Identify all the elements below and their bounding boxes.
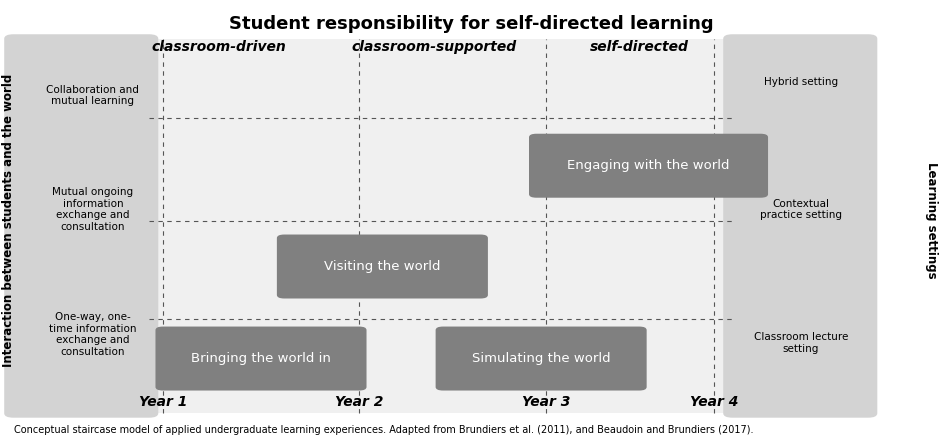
Text: Visiting the world: Visiting the world <box>324 260 441 273</box>
Text: classroom-supported: classroom-supported <box>352 41 516 54</box>
Text: Year 2: Year 2 <box>334 396 383 409</box>
Text: Learning settings: Learning settings <box>925 162 938 279</box>
Text: Bringing the world in: Bringing the world in <box>191 352 331 365</box>
Text: Student responsibility for self-directed learning: Student responsibility for self-directed… <box>229 15 713 33</box>
Text: self-directed: self-directed <box>590 41 689 54</box>
FancyBboxPatch shape <box>529 134 768 198</box>
Text: Simulating the world: Simulating the world <box>472 352 611 365</box>
Text: Year 4: Year 4 <box>690 396 738 409</box>
Text: Interaction between students and the world: Interaction between students and the wor… <box>3 74 15 367</box>
Text: Conceptual staircase model of applied undergraduate learning experiences. Adapte: Conceptual staircase model of applied un… <box>13 425 753 435</box>
FancyBboxPatch shape <box>4 34 159 418</box>
Bar <box>149 39 732 413</box>
Text: Year 3: Year 3 <box>522 396 570 409</box>
Text: Hybrid setting: Hybrid setting <box>764 78 838 87</box>
FancyBboxPatch shape <box>156 326 367 391</box>
Text: Engaging with the world: Engaging with the world <box>567 159 730 172</box>
FancyBboxPatch shape <box>436 326 647 391</box>
Text: Mutual ongoing
information
exchange and
consultation: Mutual ongoing information exchange and … <box>52 187 134 232</box>
FancyBboxPatch shape <box>276 235 488 299</box>
Text: Year 1: Year 1 <box>139 396 187 409</box>
FancyBboxPatch shape <box>723 34 877 418</box>
Text: classroom-driven: classroom-driven <box>152 41 286 54</box>
Text: Collaboration and
mutual learning: Collaboration and mutual learning <box>47 85 140 106</box>
Text: Contextual
practice setting: Contextual practice setting <box>760 199 842 220</box>
Text: One-way, one-
time information
exchange and
consultation: One-way, one- time information exchange … <box>49 312 137 357</box>
Text: Classroom lecture
setting: Classroom lecture setting <box>753 333 848 354</box>
